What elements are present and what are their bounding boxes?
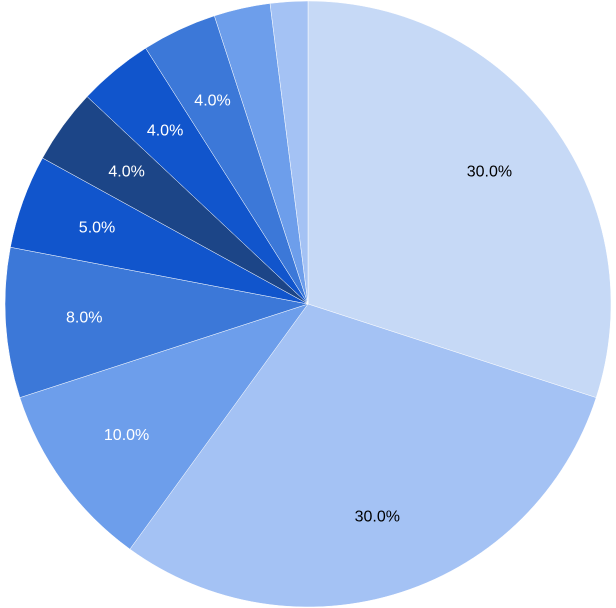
slice-label: 30.0% [467, 163, 512, 180]
slice-label: 10.0% [104, 427, 149, 444]
slice-label: 30.0% [355, 508, 400, 525]
slice-label: 5.0% [79, 219, 115, 236]
slice-label: 8.0% [66, 309, 102, 326]
pie-slice [4, 246, 309, 398]
pie-slice [129, 303, 597, 608]
slice-label: 4.0% [147, 122, 183, 139]
pie-slice [19, 303, 309, 550]
pie-slice [269, 0, 309, 305]
slice-label: 4.0% [194, 92, 230, 109]
slice-label: 4.0% [108, 163, 144, 180]
pie-slice [307, 0, 612, 398]
